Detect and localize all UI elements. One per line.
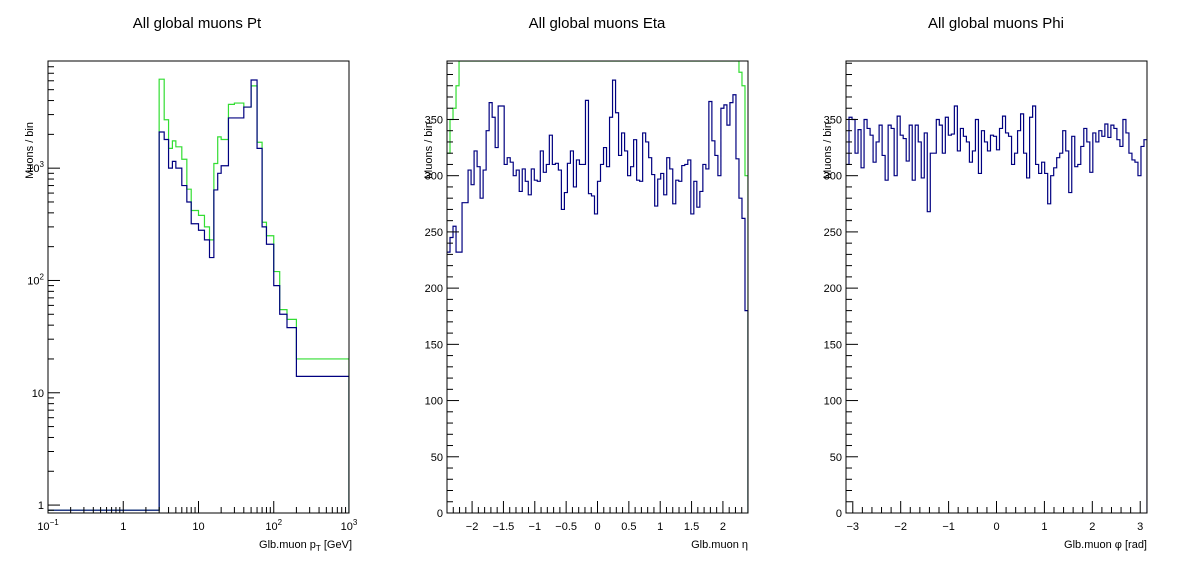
phi-y-tick-label: 100 — [824, 396, 842, 408]
pt-series-2-line — [48, 78, 349, 513]
phi-y-tick-label: 0 — [836, 508, 842, 520]
phi-chart-title: All global muons Phi — [928, 15, 1064, 32]
eta-y-tick-label: 200 — [425, 283, 443, 295]
pt-plot-frame — [47, 60, 350, 514]
eta-x-tick-label: −0.5 — [555, 521, 577, 533]
phi-x-tick-label: 1 — [1041, 521, 1047, 533]
eta-y-tick-label: 250 — [425, 227, 443, 239]
phi-x-tick-label: 3 — [1137, 521, 1143, 533]
eta-x-tick-label: −2 — [466, 521, 479, 533]
pt-x-axis-label-main: Glb.muon p — [259, 539, 316, 551]
phi-x-tick-label: 0 — [993, 521, 999, 533]
eta-x-tick-label: 0 — [594, 521, 600, 533]
phi-x-tick-label: 2 — [1089, 521, 1095, 533]
eta-y-tick-label: 50 — [431, 452, 443, 464]
phi-histogram-panel: All global muons Phi Muons / bin Glb.muo… — [822, 15, 1148, 551]
phi-y-axis-label: Muons / bin — [822, 122, 834, 179]
pt-x-tick-label: 102 — [265, 518, 282, 533]
eta-histogram-panel: All global muons Eta Muons / bin Glb.muo… — [423, 15, 749, 551]
pt-histogram-panel: All global muons Pt Muons / bin Glb.muon… — [24, 15, 358, 553]
eta-x-axis-label: Glb.muon η — [691, 539, 748, 551]
eta-y-axis-label: Muons / bin — [423, 122, 435, 179]
pt-y-tick-label: 1 — [38, 500, 44, 512]
eta-y-tick-label: 100 — [425, 396, 443, 408]
eta-y-tick-label: 300 — [425, 171, 443, 183]
phi-series-1-line — [846, 105, 1147, 513]
phi-x-tick-label: −3 — [847, 521, 860, 533]
pt-x-tick-label: 1 — [120, 521, 126, 533]
eta-series-1-line — [447, 79, 748, 513]
phi-y-tick-label: 200 — [824, 283, 842, 295]
eta-x-tick-label: 1.5 — [684, 521, 699, 533]
pt-y-tick-label: 103 — [27, 160, 44, 175]
pt-chart-title: All global muons Pt — [133, 15, 262, 32]
pt-x-tick-label: 10 — [192, 521, 204, 533]
pt-x-axis-label: Glb.muon pT [GeV] — [259, 539, 352, 553]
eta-y-tick-label: 0 — [437, 508, 443, 520]
eta-x-tick-label: −1 — [529, 521, 542, 533]
eta-x-tick-label: −1.5 — [493, 521, 515, 533]
pt-x-axis-label-unit: [GeV] — [324, 539, 352, 551]
phi-x-axis-label: Glb.muon φ [rad] — [1064, 539, 1147, 551]
pt-y-axis-label: Muons / bin — [24, 122, 36, 179]
eta-series-2-line — [447, 61, 748, 513]
eta-plot-frame — [446, 60, 749, 514]
pt-y-tick-label: 102 — [27, 272, 44, 287]
phi-x-tick-label: −2 — [894, 521, 907, 533]
phi-y-tick-label: 300 — [824, 171, 842, 183]
phi-x-tick-label: −1 — [942, 521, 955, 533]
pt-x-axis-label-sub: T — [316, 544, 321, 553]
eta-y-tick-label: 350 — [425, 114, 443, 126]
phi-y-tick-label: 150 — [824, 339, 842, 351]
phi-y-tick-label: 350 — [824, 114, 842, 126]
pt-x-tick-label: 10−1 — [37, 518, 59, 533]
phi-y-tick-label: 50 — [830, 452, 842, 464]
pt-y-tick-label: 10 — [32, 388, 44, 400]
pt-x-tick-label: 103 — [341, 518, 358, 533]
pt-series-1-line — [48, 79, 349, 513]
eta-x-tick-label: 0.5 — [621, 521, 636, 533]
eta-y-tick-label: 150 — [425, 339, 443, 351]
eta-x-tick-label: 2 — [720, 521, 726, 533]
phi-y-tick-label: 250 — [824, 227, 842, 239]
eta-chart-title: All global muons Eta — [529, 15, 666, 32]
eta-x-tick-label: 1 — [657, 521, 663, 533]
